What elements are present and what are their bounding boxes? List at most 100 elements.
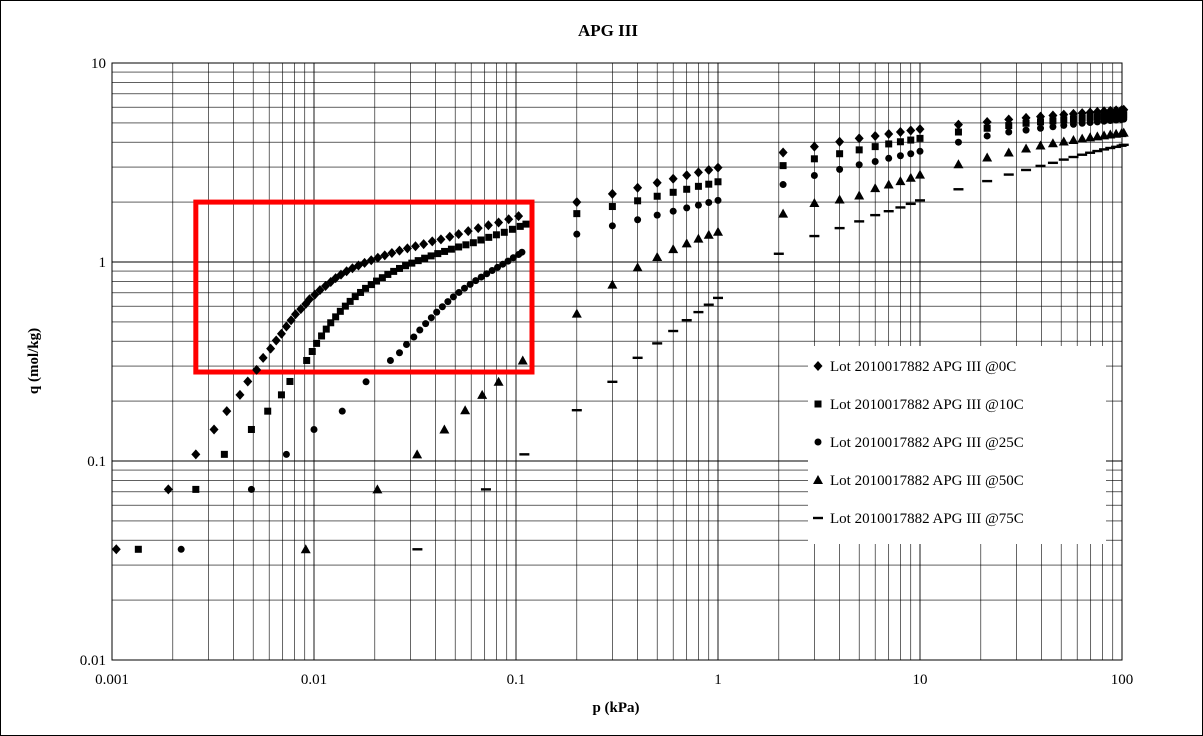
data-point xyxy=(870,183,881,193)
data-point xyxy=(953,119,963,130)
data-point xyxy=(983,124,991,132)
data-point xyxy=(367,281,375,289)
data-point xyxy=(469,239,477,247)
data-point xyxy=(387,247,397,258)
data-point xyxy=(209,424,219,435)
data-point xyxy=(1093,118,1101,126)
data-point xyxy=(916,134,924,142)
data-point xyxy=(835,136,845,147)
data-point xyxy=(694,182,702,190)
legend-label: Lot 2010017882 APG III @10C xyxy=(830,397,1024,413)
data-point xyxy=(509,254,517,262)
data-point xyxy=(243,376,253,387)
data-point xyxy=(883,179,894,189)
data-point xyxy=(455,288,463,296)
data-point xyxy=(669,207,677,215)
data-point xyxy=(422,320,430,328)
data-point xyxy=(982,152,993,162)
data-point xyxy=(373,277,381,285)
data-point xyxy=(192,485,200,493)
data-point xyxy=(703,229,714,239)
data-point xyxy=(607,188,617,199)
data-point xyxy=(836,165,844,173)
data-point xyxy=(1049,123,1057,131)
data-point xyxy=(504,257,512,265)
data-point xyxy=(652,251,663,261)
legend-label: Lot 2010017882 APG III @0C xyxy=(830,359,1016,375)
data-point xyxy=(111,544,121,555)
data-point xyxy=(871,157,879,165)
legend-marker xyxy=(813,516,823,520)
data-point xyxy=(395,349,403,357)
data-point xyxy=(519,453,530,456)
data-point xyxy=(473,223,483,234)
data-point xyxy=(494,217,504,228)
y-tick-label: 0.1 xyxy=(87,454,106,470)
data-point xyxy=(286,377,294,385)
data-point xyxy=(883,210,894,213)
data-point xyxy=(1060,121,1068,129)
data-point xyxy=(441,247,449,255)
data-point xyxy=(247,485,255,493)
data-point xyxy=(433,308,441,316)
data-point xyxy=(444,298,452,306)
data-point xyxy=(338,407,346,415)
data-point xyxy=(915,169,925,179)
data-point xyxy=(607,279,618,289)
data-point xyxy=(282,450,290,458)
data-point xyxy=(438,303,446,311)
data-point xyxy=(514,211,524,222)
data-point xyxy=(810,155,818,163)
data-point xyxy=(494,263,502,271)
data-point xyxy=(896,138,904,146)
data-point xyxy=(414,257,422,265)
x-tick-label: 1 xyxy=(714,672,722,688)
data-point xyxy=(982,179,993,183)
data-point xyxy=(703,303,714,306)
data-point xyxy=(222,406,232,417)
x-tick-label: 0.001 xyxy=(95,672,129,688)
data-point xyxy=(485,233,493,241)
data-point xyxy=(477,236,485,244)
data-point xyxy=(705,199,713,207)
y-axis-title: q (mol/kg) xyxy=(26,328,42,394)
data-point xyxy=(854,190,865,200)
data-point xyxy=(779,181,787,189)
data-point xyxy=(1069,115,1077,123)
data-point xyxy=(258,352,268,363)
data-point xyxy=(714,178,722,186)
data-point xyxy=(1112,116,1120,124)
data-point xyxy=(1069,120,1077,128)
data-point xyxy=(705,180,713,188)
data-point xyxy=(390,267,398,275)
data-point xyxy=(1100,112,1108,120)
legend-marker xyxy=(814,400,822,408)
data-point xyxy=(915,124,925,135)
data-point xyxy=(681,318,692,322)
data-point xyxy=(266,343,276,354)
data-point xyxy=(652,177,662,188)
data-point xyxy=(1058,136,1069,146)
data-point xyxy=(492,231,500,239)
data-point xyxy=(713,296,723,300)
data-point xyxy=(836,150,844,158)
data-point xyxy=(1068,135,1079,145)
data-point xyxy=(668,244,679,254)
data-point xyxy=(454,229,464,240)
y-tick-label: 0.01 xyxy=(80,653,106,669)
data-point xyxy=(855,146,863,154)
data-point xyxy=(954,138,962,146)
data-point xyxy=(1078,114,1086,122)
data-point xyxy=(1099,148,1110,151)
data-point xyxy=(905,172,916,182)
data-point xyxy=(1086,114,1094,122)
data-point xyxy=(608,203,616,211)
data-point xyxy=(1022,126,1030,134)
data-point xyxy=(1037,118,1045,126)
data-point xyxy=(608,222,616,230)
data-point xyxy=(1035,140,1046,150)
chart-title: APG III xyxy=(578,21,638,40)
data-point xyxy=(1003,173,1014,176)
data-point xyxy=(1047,138,1058,148)
data-point xyxy=(395,264,403,272)
